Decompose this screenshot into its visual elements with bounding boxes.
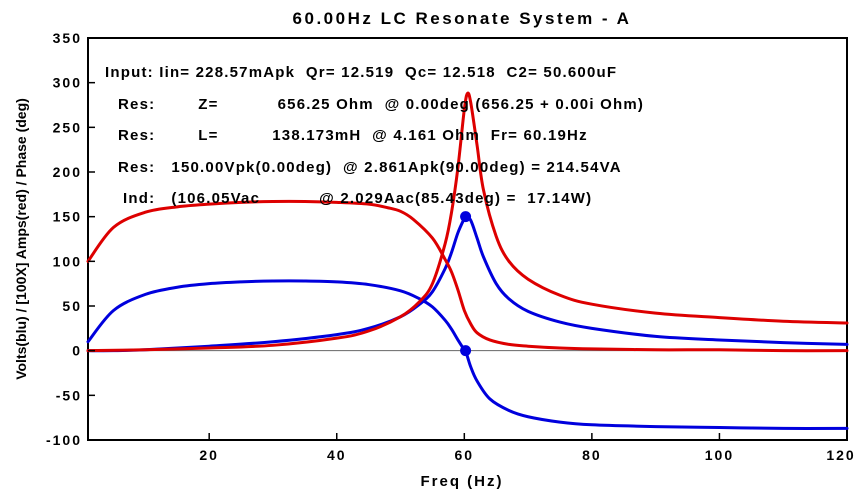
annotation-line-resonant-power: Res: 150.00Vpk(0.00deg) @ 2.861Apk(90.00…: [118, 159, 622, 176]
y-tick-label: 150: [53, 209, 82, 225]
annotation-line-impedance: Res: Z= 656.25 Ohm @ 0.00deg (656.25 + 0…: [118, 96, 644, 113]
x-tick-label: 120: [826, 447, 855, 463]
y-tick-label: 300: [53, 75, 82, 91]
x-tick-label: 80: [582, 447, 602, 463]
y-tick-label: 250: [53, 119, 82, 135]
x-axis-label: Freq (Hz): [421, 473, 504, 490]
annotation-line-inductor-power: Ind: (106.05Vac @ 2.029Aac(85.43deg) = 1…: [123, 190, 592, 207]
x-tick-label: 60: [455, 447, 475, 463]
x-axis: 20 40 60 80 100 120: [199, 433, 855, 463]
y-tick-label: -50: [56, 387, 82, 403]
x-tick-label: 20: [199, 447, 219, 463]
x-tick-label: 100: [705, 447, 734, 463]
y-tick-label: 200: [53, 164, 82, 180]
resonance-marker-2: [460, 345, 472, 357]
y-axis: -100 -50 0 50 100 150 200 250 300 350: [46, 30, 95, 448]
annotation-block: Input: Iin= 228.57mApk Qr= 12.519 Qc= 12…: [105, 64, 644, 207]
y-tick-label: 350: [53, 30, 82, 46]
y-axis-label: Volts(blu) / [100X] Amps(red) / Phase (d…: [13, 98, 29, 380]
y-tick-label: 50: [62, 298, 82, 314]
y-tick-label: -100: [46, 432, 82, 448]
annotation-line-input: Input: Iin= 228.57mApk Qr= 12.519 Qc= 12…: [105, 64, 617, 81]
series-line-1: [86, 279, 849, 430]
y-tick-label: 0: [72, 343, 82, 359]
annotation-line-inductance: Res: L= 138.173mH @ 4.161 Ohm Fr= 60.19H…: [118, 127, 588, 144]
y-tick-label: 100: [53, 253, 82, 269]
resonance-marker-1: [460, 211, 472, 223]
plot-frame: [87, 37, 848, 441]
series-line-4: [86, 91, 849, 353]
chart-title: 60.00Hz LC Resonate System - A: [293, 9, 632, 28]
marker-layer: [460, 211, 472, 357]
series-line-3: [86, 199, 849, 353]
x-tick-label: 40: [327, 447, 347, 463]
